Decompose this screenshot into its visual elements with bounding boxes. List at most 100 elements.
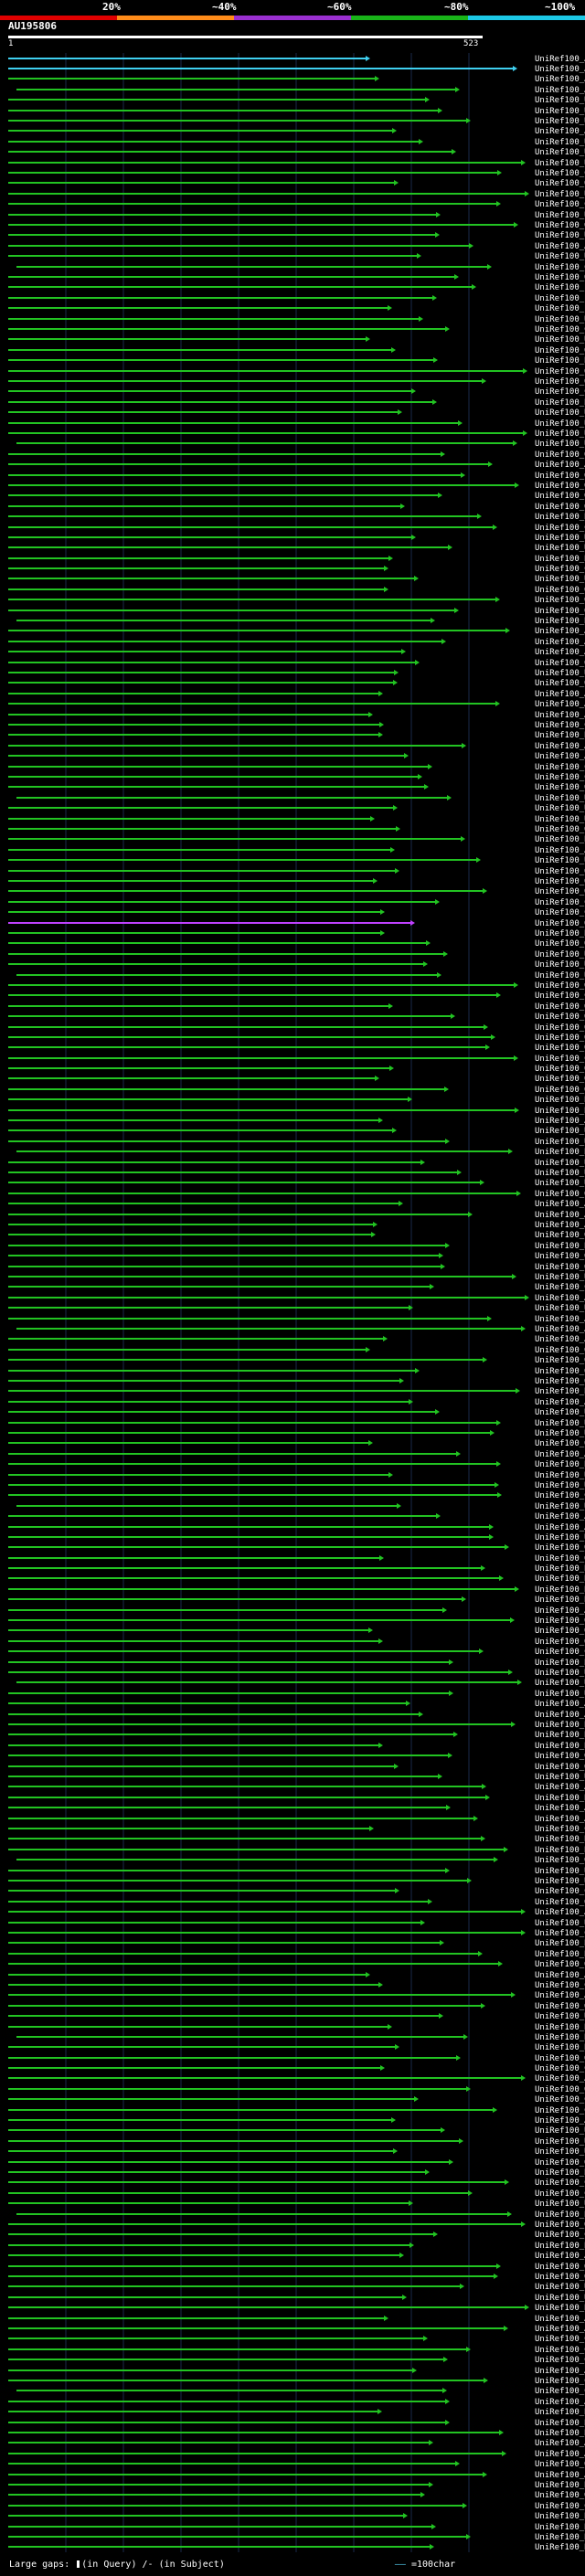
hit-row[interactable]: UniRef100_A0VNW2 bbox=[8, 700, 585, 709]
hit-row[interactable]: UniRef100_UPI000.. bbox=[8, 534, 585, 543]
hit-label[interactable]: UniRef100_Q9D8N0 bbox=[535, 503, 585, 512]
hit-row[interactable]: UniRef100_UPI000.. bbox=[8, 429, 585, 439]
hit-row[interactable]: UniRef100_B6U3D6 bbox=[16, 617, 585, 626]
hit-row[interactable]: UniRef100_UPI000.. bbox=[8, 408, 585, 418]
hit-row[interactable]: UniRef100_P50428 bbox=[8, 304, 585, 313]
hit-label[interactable]: UniRef100_C5DIX9 bbox=[535, 2095, 585, 2104]
hit-label[interactable]: UniRef100_A8I2E4 bbox=[535, 1211, 585, 1220]
hit-label[interactable]: UniRef100_Q8NBG4 bbox=[535, 1023, 585, 1033]
hit-label[interactable]: UniRef100_Q6FQ96 bbox=[535, 1075, 585, 1084]
hit-row[interactable]: UniRef100_B8M616 bbox=[8, 731, 585, 740]
hit-row[interactable]: UniRef100_Q7XRH9 bbox=[8, 2221, 585, 2230]
hit-label[interactable]: UniRef100_B9T6P5 bbox=[535, 1460, 585, 1469]
hit-row[interactable]: UniRef100_B4L1Q9 bbox=[8, 2523, 585, 2532]
hit-row[interactable]: UniRef100_Q6C0J1 bbox=[8, 2263, 585, 2272]
hit-row[interactable]: UniRef100_UPI000.. bbox=[8, 1304, 585, 1313]
hit-label[interactable]: UniRef100_B9HU41 bbox=[535, 2168, 585, 2178]
hit-row[interactable]: UniRef100_Q0J1B4 bbox=[8, 1554, 585, 1564]
hit-row[interactable]: UniRef100_A5DNC5 bbox=[8, 2116, 585, 2125]
hit-row[interactable]: UniRef100_UPI000.. bbox=[8, 1773, 585, 1782]
hit-row[interactable]: UniRef100_A1L2M4 bbox=[8, 1783, 585, 1792]
hit-row[interactable]: UniRef100_A5C6Y4 bbox=[8, 1711, 585, 1720]
hit-row[interactable]: UniRef100_C1DYU8 bbox=[16, 263, 585, 272]
hit-label[interactable]: UniRef100_C5DFD6 bbox=[535, 773, 585, 782]
hit-row[interactable]: UniRef100_C5FLM9 bbox=[8, 1825, 585, 1834]
hit-row[interactable]: UniRef100_UPI000.. bbox=[8, 2294, 585, 2303]
hit-row[interactable]: UniRef100_A0IN75 bbox=[8, 1315, 585, 1324]
hit-row[interactable]: UniRef100_Q14CR0 bbox=[8, 346, 585, 355]
hit-row[interactable]: UniRef100_A6RDU4 bbox=[8, 1991, 585, 2000]
hit-label[interactable]: UniRef100_UPI000.. bbox=[535, 960, 585, 970]
hit-label[interactable]: UniRef100_A4SBK0 bbox=[535, 86, 585, 95]
hit-row[interactable]: UniRef100_A0CND6 bbox=[8, 648, 585, 657]
hit-row[interactable]: UniRef100_A5Z0E6 bbox=[8, 2325, 585, 2334]
hit-label[interactable]: UniRef100_Q8RW57 bbox=[535, 1356, 585, 1365]
hit-row[interactable]: UniRef100_Q2U447 bbox=[8, 825, 585, 834]
hit-row[interactable]: UniRef100_Q9D8N0-2 bbox=[8, 492, 585, 501]
hit-label[interactable]: UniRef100_Q7T5R6 bbox=[535, 472, 585, 481]
hit-row[interactable]: UniRef100_A4WR06 bbox=[8, 2367, 585, 2376]
hit-label[interactable]: UniRef100_Q9H221-2 bbox=[535, 367, 585, 376]
hit-label[interactable]: UniRef100_UPI000.. bbox=[535, 1408, 585, 1417]
hit-row[interactable]: UniRef100_B6SWU8 bbox=[8, 1595, 585, 1605]
hit-label[interactable]: UniRef100_B2V6B0 bbox=[535, 1107, 585, 1116]
hit-row[interactable]: UniRef100_UPI000.. bbox=[8, 669, 585, 678]
hit-row[interactable]: UniRef100_Q24CW4 bbox=[8, 1752, 585, 1761]
hit-label[interactable]: UniRef100_Q9D8N0-2 bbox=[535, 492, 585, 501]
hit-row[interactable]: UniRef100_UPI000.. bbox=[8, 1877, 585, 1886]
hit-label[interactable]: UniRef100_UPI000.. bbox=[535, 117, 585, 126]
hit-row[interactable]: UniRef100_B6U7G4 bbox=[8, 398, 585, 408]
hit-label[interactable]: UniRef100_A4RUJ0 bbox=[535, 1200, 585, 1209]
hit-label[interactable]: UniRef100_UPI000.. bbox=[535, 1919, 585, 1928]
hit-label[interactable]: UniRef100_A5C6R6 bbox=[535, 1606, 585, 1616]
hit-row[interactable]: UniRef100_UPI000.. bbox=[8, 2200, 585, 2209]
hit-row[interactable]: UniRef100_C0NGP7 bbox=[8, 908, 585, 917]
hit-row[interactable]: UniRef100_Q7FN78 bbox=[8, 1960, 585, 1969]
hit-label[interactable]: UniRef100_Q8R5A3 bbox=[535, 451, 585, 460]
hit-label[interactable]: UniRef100_A7RE75 bbox=[535, 2471, 585, 2480]
hit-row[interactable]: UniRef100_Q7T5R6 bbox=[8, 472, 585, 481]
hit-label[interactable]: UniRef100_B6U7G4 bbox=[535, 398, 585, 408]
hit-label[interactable]: UniRef100_A5Z0E6 bbox=[535, 2325, 585, 2334]
hit-row[interactable]: UniRef100_B9GEU6 bbox=[8, 2043, 585, 2052]
hit-row[interactable]: UniRef100_B2WVG6 bbox=[8, 1846, 585, 1855]
hit-row[interactable]: UniRef100_B3SQ29 bbox=[8, 2543, 585, 2552]
hit-row[interactable]: UniRef100_A1CK63 bbox=[8, 1398, 585, 1407]
hit-label[interactable]: UniRef100_A1CK63 bbox=[535, 1398, 585, 1407]
hit-label[interactable]: UniRef100_C5SFL7 bbox=[535, 325, 585, 334]
hit-row[interactable]: UniRef100_A8Y1D2 bbox=[8, 461, 585, 470]
hit-label[interactable]: UniRef100_Q5C1I5 bbox=[535, 1065, 585, 1074]
hit-row[interactable]: UniRef100_A7R4B0 bbox=[8, 1815, 585, 1824]
hit-row[interactable]: UniRef100_UPI000.. bbox=[8, 575, 585, 584]
hit-label[interactable]: UniRef100_A4I077 bbox=[535, 2439, 585, 2448]
hit-label[interactable]: UniRef100_A5DNC5 bbox=[535, 2116, 585, 2125]
hit-row[interactable]: UniRef100_UPI000.. bbox=[8, 1867, 585, 1876]
hit-row[interactable]: UniRef100_Q0D335-2 bbox=[8, 783, 585, 792]
hit-row[interactable]: UniRef100_A4SBK0 bbox=[16, 86, 585, 95]
hit-label[interactable]: UniRef100_Q6BG61 bbox=[535, 679, 585, 688]
hit-label[interactable]: UniRef100_Q94KU4 bbox=[535, 179, 585, 188]
hit-label[interactable]: UniRef100_Q8H1B3 bbox=[535, 1263, 585, 1272]
hit-label[interactable]: UniRef100_B9HNY9 bbox=[535, 1564, 585, 1574]
hit-label[interactable]: UniRef100_C0Z3C6 bbox=[535, 2231, 585, 2240]
hit-label[interactable]: UniRef100_UPI000.. bbox=[535, 1481, 585, 1490]
hit-label[interactable]: UniRef100_Q6C0J1 bbox=[535, 2263, 585, 2272]
hit-row[interactable]: UniRef100_Q9UNQ0-2 bbox=[8, 586, 585, 595]
hit-label[interactable]: UniRef100_Q9C6W5 bbox=[535, 1231, 585, 1240]
hit-row[interactable]: UniRef100_B9HNW9 bbox=[16, 2210, 585, 2220]
hit-row[interactable]: UniRef100_C0Z3C6 bbox=[8, 2231, 585, 2240]
hit-label[interactable]: UniRef100_Q9UZV5 bbox=[535, 482, 585, 491]
hit-label[interactable]: UniRef100_Q08234 bbox=[535, 659, 585, 668]
hit-row[interactable]: UniRef100_C0HMZ3 bbox=[8, 1283, 585, 1292]
hit-row[interactable]: UniRef100_UPI000.. bbox=[8, 419, 585, 429]
hit-label[interactable]: UniRef100_B6SWU8 bbox=[535, 1595, 585, 1605]
hit-label[interactable]: UniRef100_A7R4B0 bbox=[535, 1815, 585, 1824]
hit-row[interactable]: UniRef100_A0BQ82 bbox=[8, 1117, 585, 1126]
hit-label[interactable]: UniRef100_B9PGZ8 bbox=[535, 1742, 585, 1751]
hit-row[interactable]: UniRef100_Q42UX8 bbox=[8, 221, 585, 230]
hit-row[interactable]: UniRef100_B9MZV2 bbox=[16, 2033, 585, 2042]
hit-row[interactable]: UniRef100_B9HNY9 bbox=[8, 1564, 585, 1574]
hit-row[interactable]: UniRef100_Q3SJL0 bbox=[8, 1252, 585, 1261]
hit-label[interactable]: UniRef100_Q9UNQ0 bbox=[535, 596, 585, 605]
hit-label[interactable]: UniRef100_C1EDD6 bbox=[535, 200, 585, 209]
